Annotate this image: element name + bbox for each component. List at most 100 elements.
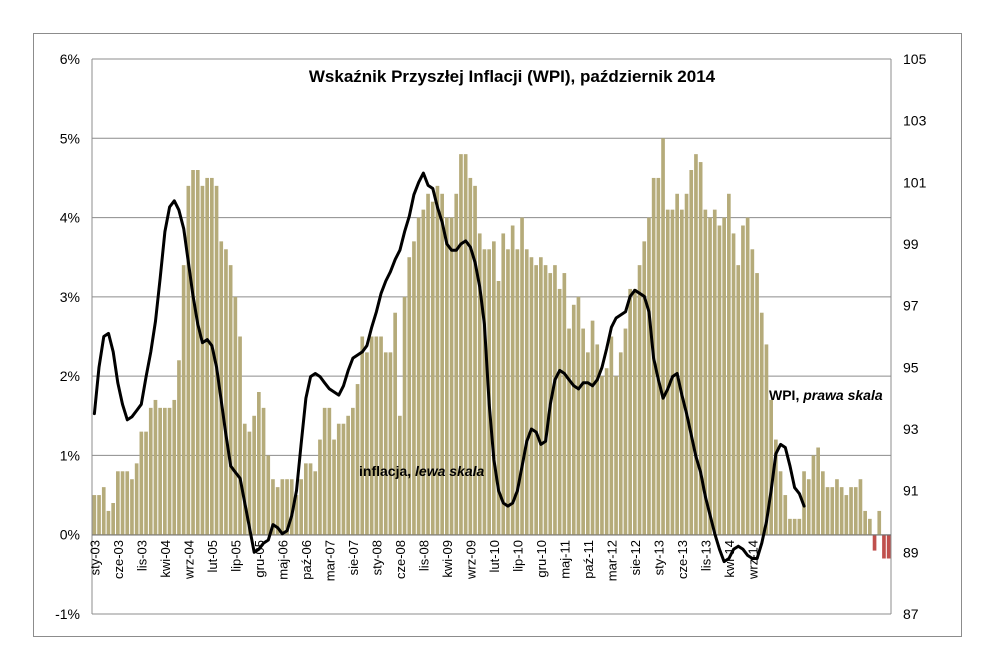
- inflation-bar: [440, 193, 444, 535]
- inflation-bar: [830, 487, 835, 535]
- inflation-bar: [210, 177, 214, 535]
- inflation-bar: [637, 265, 642, 535]
- inflation-bar: [322, 407, 327, 535]
- inflation-bar: [172, 399, 177, 535]
- inflation-bar: [529, 257, 534, 535]
- inflation-bar: [219, 241, 224, 535]
- inflation-bar: [261, 407, 266, 535]
- inflation-bar: [586, 352, 590, 535]
- x-axis-tick-label: lip-10: [510, 540, 525, 572]
- wpi-line: [92, 171, 806, 564]
- inflation-bar: [849, 487, 853, 535]
- inflation-bar: [163, 407, 167, 535]
- inflation-bar: [355, 384, 360, 535]
- x-axis-tick-label: sie-07: [346, 540, 361, 575]
- inflation-bar: [633, 288, 637, 535]
- inflation-bar: [872, 534, 877, 551]
- inflation-bar: [567, 328, 571, 535]
- inflation-bar: [402, 296, 407, 535]
- inflation-bar: [520, 217, 524, 535]
- left-axis-tick-label: -1%: [55, 606, 80, 622]
- inflation-bar: [858, 479, 863, 535]
- inflation-bar: [788, 518, 792, 535]
- inflation-bar: [205, 177, 209, 535]
- wpi-series-scale: prawa skala: [802, 387, 883, 403]
- inflation-bar: [496, 281, 501, 535]
- x-axis-tick-label: wrz-04: [181, 540, 196, 580]
- inflation-bar: [534, 265, 538, 535]
- x-axis-tick-label: kwi-04: [158, 540, 173, 578]
- x-axis-tick-label: lis-13: [698, 540, 713, 571]
- inflation-bar: [623, 328, 628, 535]
- inflation-bar: [101, 487, 106, 535]
- inflation-bar: [797, 518, 802, 535]
- inflation-bar: [670, 209, 675, 535]
- inflation-bar: [393, 312, 397, 535]
- inflation-bar: [148, 407, 153, 535]
- inflation-bar: [459, 154, 463, 535]
- x-axis-tick-label: maj-11: [557, 540, 572, 579]
- inflation-bar: [454, 193, 459, 535]
- inflation-bar: [614, 376, 618, 535]
- x-axis-tick-label: lis-03: [134, 540, 149, 571]
- inflation-bar: [792, 518, 797, 535]
- inflation-bar: [351, 407, 355, 535]
- inflation-bar: [821, 471, 825, 535]
- right-axis-tick-label: 97: [903, 298, 919, 314]
- inflation-bar: [383, 352, 388, 535]
- inflation-bar: [144, 431, 148, 535]
- inflation-bar: [327, 407, 332, 535]
- inflation-bar: [501, 233, 506, 535]
- left-axis-tick-label: 1%: [60, 447, 80, 463]
- inflation-bar: [722, 217, 726, 535]
- inflation-bar: [736, 265, 741, 535]
- inflation-bar: [656, 177, 661, 535]
- wpi-line-path: [92, 171, 806, 564]
- inflation-bar: [130, 479, 134, 535]
- inflation-bar: [120, 471, 125, 535]
- inflation-bar: [186, 185, 191, 535]
- inflation-bar: [398, 415, 402, 535]
- inflation-bar: [510, 225, 515, 535]
- inflation-bar: [313, 471, 318, 535]
- inflation-bar: [835, 479, 839, 535]
- right-axis-tick-label: 103: [903, 113, 927, 129]
- x-axis-tick-label: paź-06: [299, 540, 314, 580]
- inflation-bar: [407, 257, 412, 535]
- inflation-bar: [600, 376, 604, 535]
- inflation-bar: [299, 479, 303, 535]
- inflation-bar: [181, 265, 186, 535]
- inflation-bar: [445, 217, 449, 535]
- inflation-bar: [430, 201, 435, 535]
- inflation-bar: [689, 170, 694, 535]
- inflation-bar: [811, 455, 816, 535]
- inflation-bar: [759, 312, 764, 535]
- inflation-bar: [604, 368, 609, 535]
- inflation-bar: [191, 170, 195, 535]
- x-axis-tick-label: paź-11: [581, 540, 596, 579]
- inflation-bar: [764, 344, 769, 535]
- chart-title: Wskaźnik Przyszłej Inflacji (WPI), paźdz…: [309, 67, 716, 86]
- inflation-bar: [708, 217, 712, 535]
- inflation-bar: [449, 217, 454, 535]
- inflation-bar: [825, 487, 830, 535]
- inflation-bar: [642, 241, 647, 535]
- inflation-bar: [167, 407, 172, 535]
- right-axis-tick-label: 91: [903, 483, 919, 499]
- inflation-bar: [680, 209, 684, 535]
- inflation-bar: [111, 503, 115, 535]
- inflation-bar: [116, 471, 120, 535]
- x-axis-tick-label: lip-05: [228, 540, 243, 572]
- x-axis-tick-label: mar-07: [322, 540, 337, 581]
- inflation-bar: [412, 241, 416, 535]
- wpi-series-label: WPI, prawa skala: [769, 387, 883, 403]
- inflation-bar: [877, 510, 882, 535]
- inflation-bar: [595, 344, 600, 535]
- inflation-bar: [388, 352, 393, 535]
- inflation-bar: [783, 495, 788, 535]
- inflation-bar: [247, 431, 252, 535]
- inflation-bar: [675, 193, 679, 535]
- x-axis-tick-label: sty-08: [369, 540, 384, 575]
- inflation-bar: [618, 352, 623, 535]
- x-axis-tick-label: mar-12: [604, 540, 619, 581]
